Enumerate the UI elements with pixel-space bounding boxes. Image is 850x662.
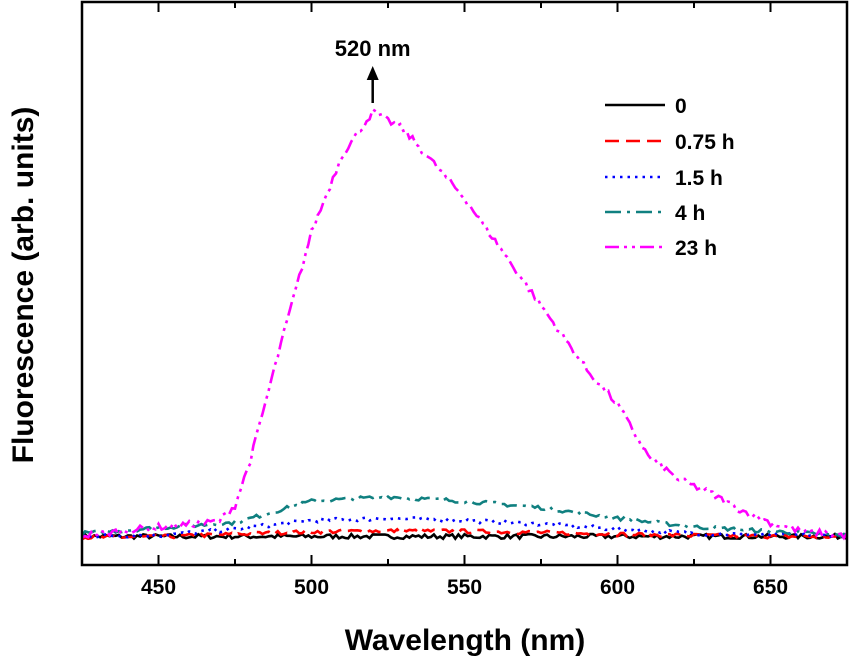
series-line-23-h xyxy=(81,107,849,541)
x-axis-ticks: 450 500 550 600 650 xyxy=(81,2,848,599)
x-tick-label: 500 xyxy=(294,576,329,599)
x-tick-label: 550 xyxy=(447,576,482,599)
x-axis-label: Wavelength (nm) xyxy=(345,624,586,657)
plot-frame xyxy=(80,0,849,567)
y-axis-label: Fluorescence (arb. units) xyxy=(7,107,40,464)
legend-label-0: 0 xyxy=(675,95,687,118)
legend-label-0-75h: 0.75 h xyxy=(675,131,735,154)
series-line-4-h xyxy=(80,494,848,539)
legend: 0 0.75 h 1.5 h 4 h 23 h xyxy=(605,95,735,260)
x-tick-label: 650 xyxy=(753,576,788,599)
peak-annotation-arrow xyxy=(366,66,379,103)
legend-label-4h: 4 h xyxy=(675,202,705,225)
arrow-head xyxy=(366,66,379,80)
x-tick-label: 450 xyxy=(141,576,176,599)
plot-area xyxy=(80,107,849,541)
legend-label-1-5h: 1.5 h xyxy=(675,167,723,190)
series-line-1-5-h xyxy=(81,516,848,539)
x-tick-label: 600 xyxy=(600,576,635,599)
legend-label-23h: 23 h xyxy=(675,237,717,260)
peak-annotation-label: 520 nm xyxy=(335,36,411,61)
